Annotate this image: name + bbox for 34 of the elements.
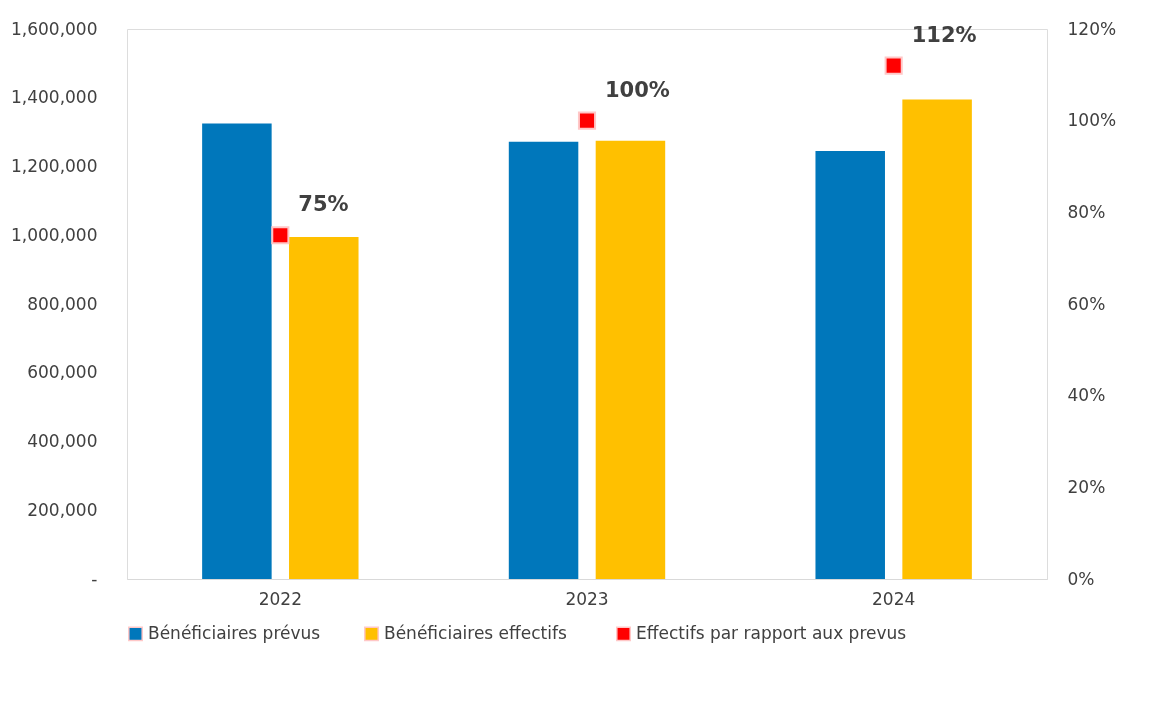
y-tick-label: -: [91, 568, 98, 589]
legend-label: Bénéficiaires prévus: [148, 622, 321, 643]
y-tick-label: 800,000: [27, 293, 98, 314]
point: [271, 226, 290, 245]
data-label: 75%: [298, 192, 349, 217]
y2-tick-label: 40%: [1067, 385, 1106, 406]
bar: [902, 99, 972, 579]
y2-tick-label: 100%: [1067, 110, 1117, 131]
data-label: 112%: [911, 22, 977, 47]
bar: [595, 140, 666, 579]
y-tick-label: 1,200,000: [10, 156, 98, 176]
legend-label: Effectifs par rapport aux prevus: [636, 622, 907, 643]
y2-tick-label: 80%: [1067, 201, 1106, 222]
y-tick-label: 1,400,000: [10, 87, 98, 108]
bar: [289, 236, 359, 579]
y-tick-label: 600,000: [27, 362, 98, 383]
bar: [202, 123, 272, 579]
x-tick-label: 2024: [872, 588, 916, 609]
data-label: 100%: [605, 77, 670, 102]
x-tick-label: 2022: [258, 588, 302, 609]
point: [884, 56, 903, 75]
legend-label: Bénéficiaires effectifs: [384, 622, 567, 643]
y-tick-label: 1,600,000: [10, 18, 98, 39]
y-tick-label: 1,000,000: [10, 224, 98, 245]
point: [577, 111, 597, 130]
bar: [508, 141, 579, 579]
bar: [815, 151, 885, 579]
y2-tick-label: 20%: [1067, 476, 1106, 497]
y2-tick-label: 60%: [1067, 293, 1106, 314]
y-tick-label: 200,000: [27, 499, 98, 520]
y-tick-label: 400,000: [27, 431, 98, 451]
y2-tick-label: 120%: [1067, 18, 1117, 39]
x-tick-label: 2023: [565, 588, 609, 609]
y2-tick-label: 0%: [1067, 568, 1095, 589]
